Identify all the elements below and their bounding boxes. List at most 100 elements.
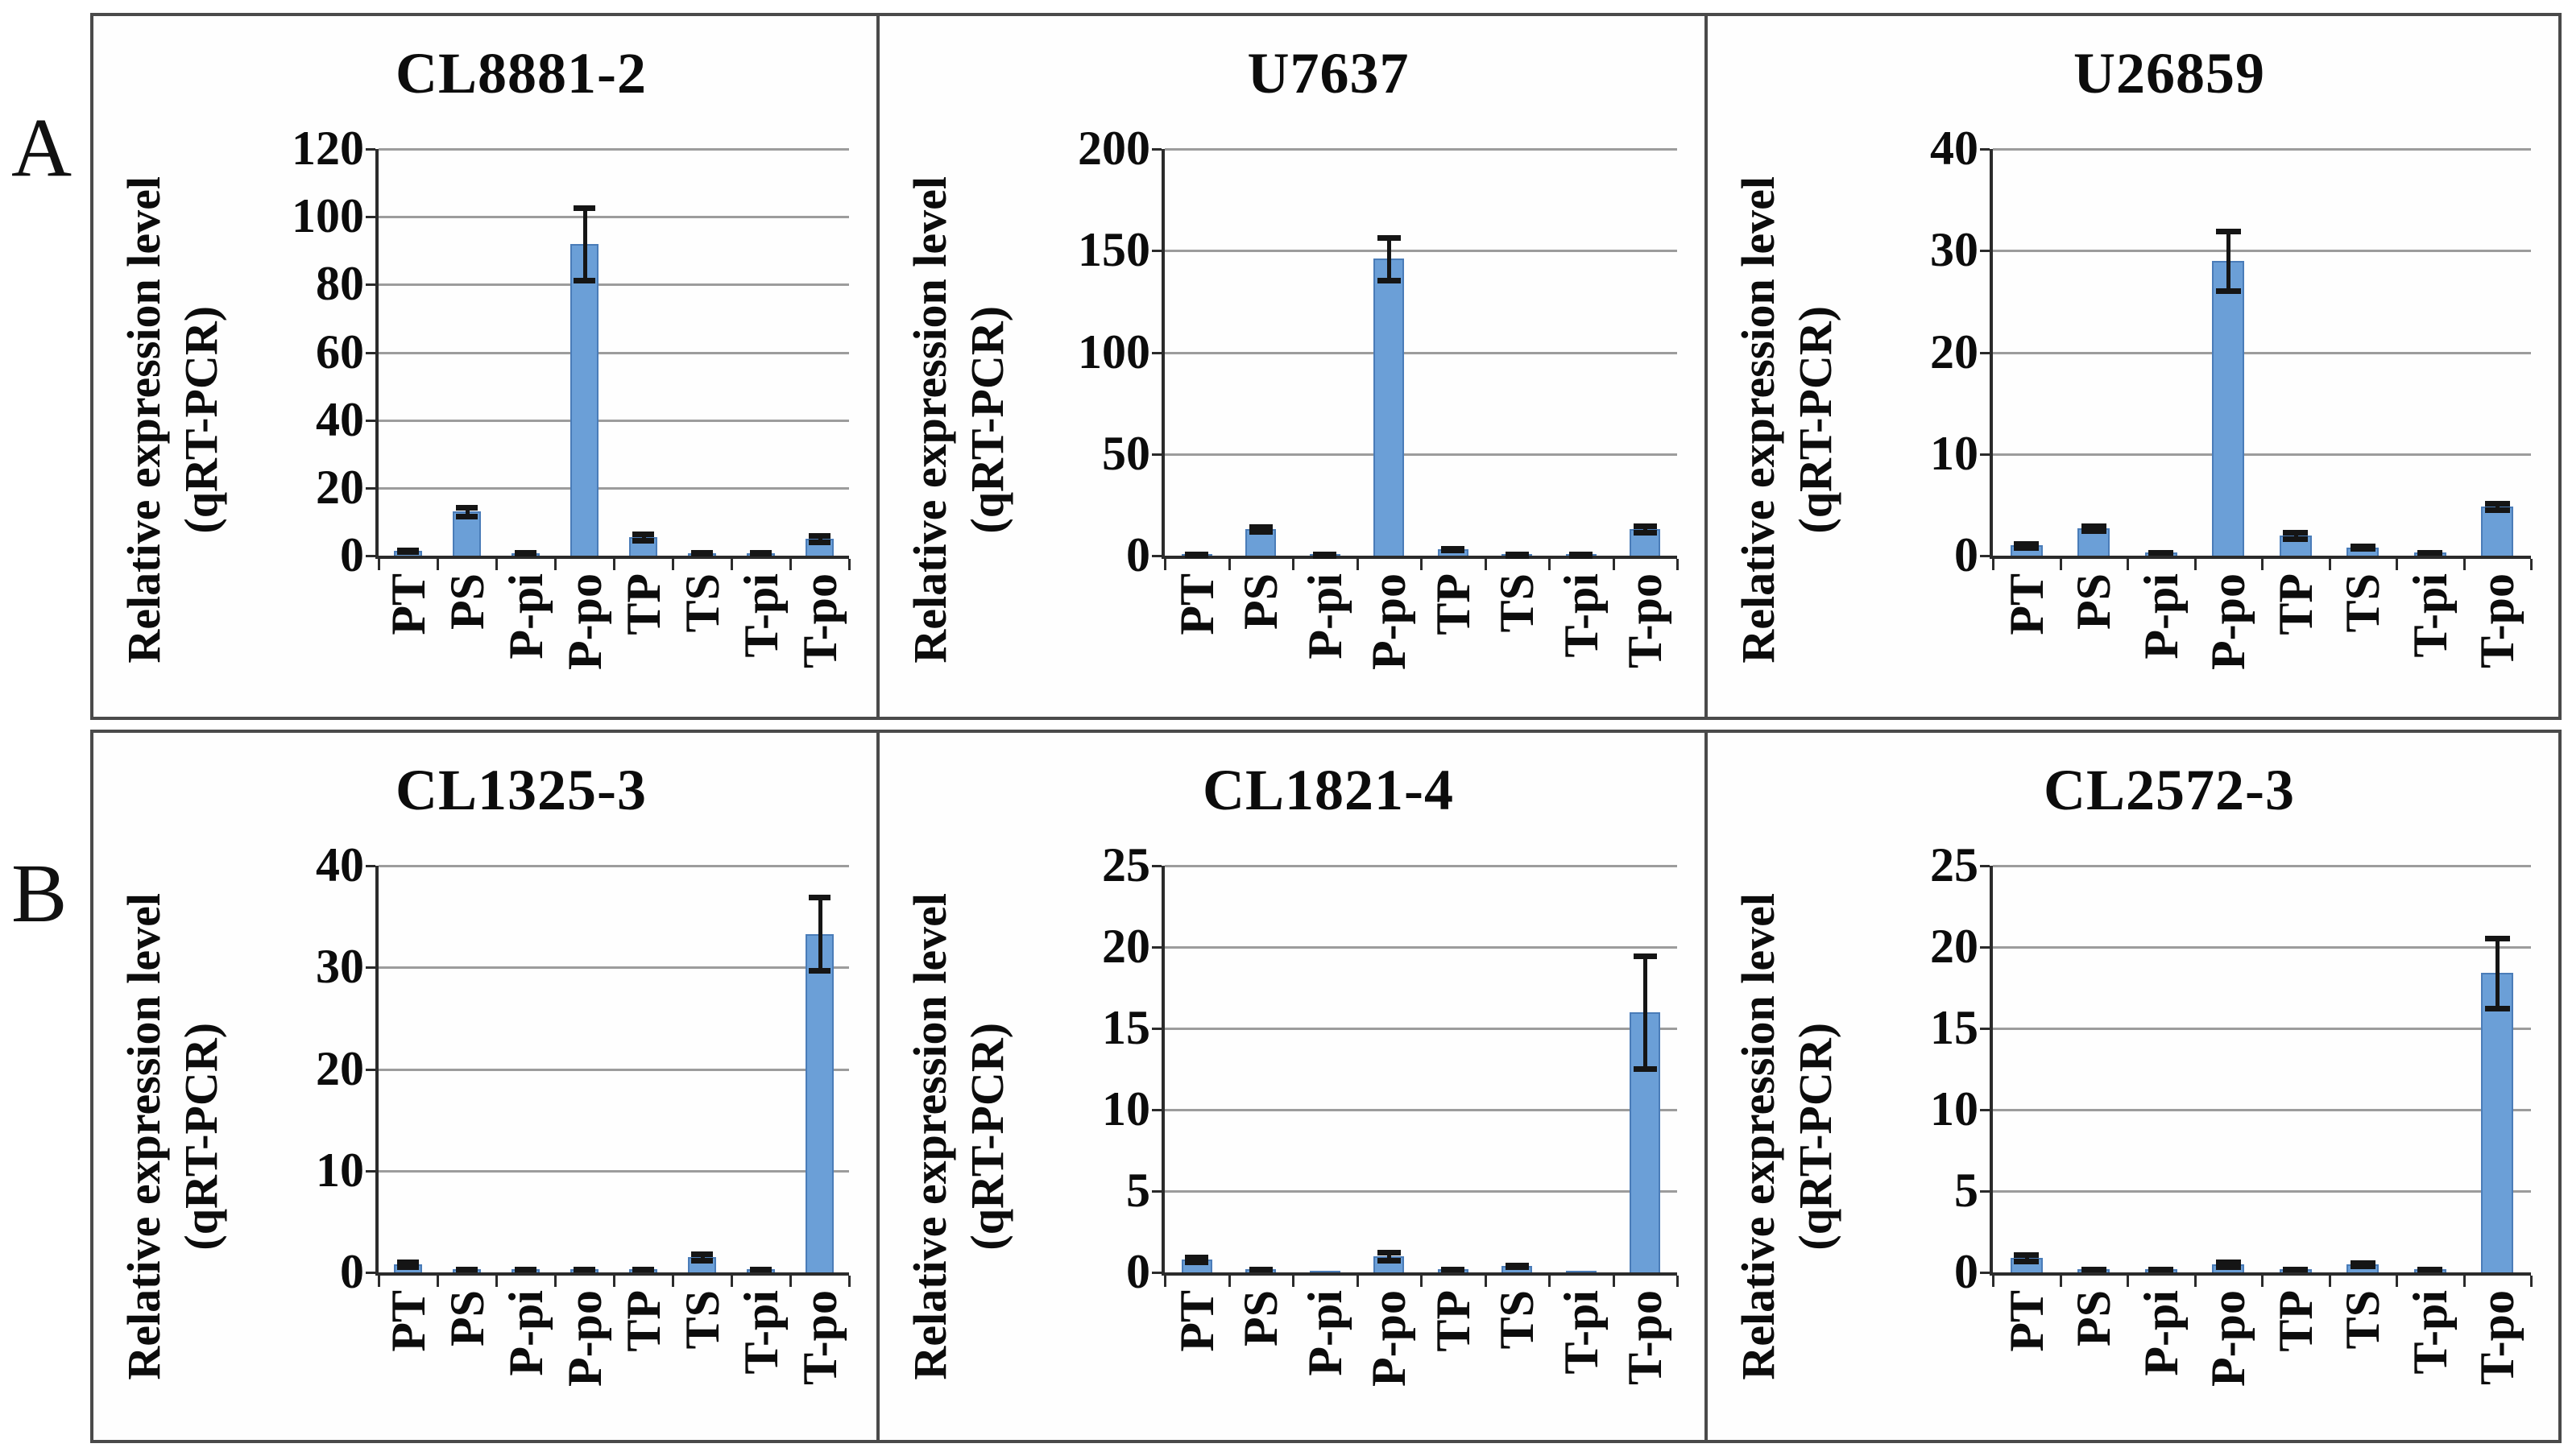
x-tick-mark	[2396, 559, 2398, 570]
error-bar-cap-bottom	[809, 540, 830, 545]
error-bar-cap-top	[574, 205, 595, 211]
y-axis-title-line1: Relative expression level	[904, 176, 957, 664]
x-tick-label: PT	[1170, 573, 1224, 635]
gridline	[1165, 351, 1677, 354]
x-tick-label: TS	[1490, 1290, 1544, 1350]
error-bar-cap-top	[1377, 1249, 1401, 1255]
x-tick-mark	[1356, 559, 1359, 570]
gridline	[379, 419, 849, 422]
error-bar-cap-bottom	[1249, 1266, 1273, 1272]
gridline	[1993, 1190, 2531, 1193]
error-bar	[818, 896, 822, 972]
y-tick-mark	[366, 419, 375, 422]
x-tick-mark	[2059, 1276, 2062, 1287]
error-bar-cap-bottom	[632, 537, 654, 544]
error-bar	[2496, 937, 2500, 1009]
x-tick-mark	[672, 1276, 674, 1287]
y-tick-mark	[366, 865, 375, 867]
y-tick-mark	[1980, 946, 1990, 949]
error-bar-cap-bottom	[691, 550, 713, 556]
x-tick-label: T-pi	[734, 1290, 788, 1375]
y-axis-title-text: Relative expression level (qRT-PCR)	[116, 176, 230, 664]
error-bar-cap-bottom	[2350, 1263, 2375, 1269]
gridline	[1993, 148, 2531, 151]
error-bar-cap-bottom	[1569, 552, 1593, 558]
chart-cl1821-4: CL1821-4 Relative expression level (qRT-PC…	[876, 733, 1704, 1440]
error-bar	[1643, 525, 1648, 534]
y-tick-mark	[1152, 453, 1162, 456]
x-tick-mark	[2127, 1276, 2129, 1287]
y-axis-title-line2: (qRT-PCR)	[961, 1022, 1013, 1251]
x-tick-mark	[2462, 1276, 2466, 1287]
gridline	[1165, 148, 1677, 151]
gridline	[379, 486, 849, 490]
chart-cl2572-3: CL2572-3 Relative expression level (qRT-PC…	[1704, 733, 2558, 1440]
gridline	[379, 1068, 849, 1071]
x-tick-label: PS	[440, 573, 494, 631]
y-tick-label: 25	[1930, 838, 1978, 891]
y-axis-title-line2: (qRT-PCR)	[1789, 1022, 1841, 1251]
x-tick-label: P-pi	[499, 1290, 553, 1376]
gridline	[379, 148, 849, 151]
x-tick-mark	[1164, 1276, 1166, 1287]
y-tick-mark	[1152, 946, 1162, 949]
x-tick-mark	[554, 1276, 557, 1287]
bar	[570, 243, 599, 556]
x-tick-label: PT	[1999, 1290, 2053, 1352]
x-tick-label: P-po	[1362, 573, 1416, 670]
x-tick-mark	[2127, 559, 2129, 570]
y-axis-title-line1: Relative expression level	[1732, 176, 1785, 664]
y-axis-title: Relative expression level (qRT-PCR)	[1708, 866, 1867, 1407]
error-bar-cap-bottom	[2148, 550, 2174, 556]
y-tick-label: 40	[316, 838, 364, 891]
error-bar-cap-bottom	[456, 1267, 478, 1273]
chart-area: Relative expression level (qRT-PCR) 0 5 10 15…	[1708, 841, 2558, 1407]
x-tick-mark	[1676, 559, 1679, 570]
y-tick-mark	[366, 283, 375, 287]
chart-area: Relative expression level (qRT-PCR) 0 20 40 6…	[93, 124, 876, 690]
x-tick-mark	[2530, 559, 2533, 570]
y-tick-label: 5	[1126, 1163, 1150, 1217]
error-bar-cap-top	[632, 531, 654, 537]
gridline	[1165, 1190, 1677, 1193]
x-tick-label: P-pi	[2134, 1290, 2188, 1376]
error-bar-cap-bottom	[397, 548, 419, 555]
error-bar-cap-top	[2014, 1251, 2040, 1258]
x-tick-label: PT	[381, 1290, 435, 1352]
y-tick-mark	[1980, 148, 1990, 151]
y-tick-mark	[366, 1169, 375, 1173]
error-bar-cap-top	[2215, 229, 2241, 234]
chart-title: CL1821-4	[1203, 758, 1454, 822]
y-axis-title-line1: Relative expression level	[118, 176, 171, 664]
x-tick-label: TS	[675, 573, 729, 633]
x-tick-label: P-pi	[1298, 573, 1352, 660]
y-tick-mark	[1152, 555, 1162, 557]
gridline	[379, 966, 849, 970]
error-bar-cap-bottom	[1505, 1264, 1529, 1270]
error-bar-cap-bottom	[1377, 1257, 1401, 1264]
x-tick-mark	[2193, 559, 2197, 570]
error-bar-cap-bottom	[397, 1264, 419, 1270]
gridline	[1993, 453, 2531, 456]
x-tick-label: TS	[675, 1290, 729, 1350]
y-tick-mark	[1980, 1109, 1990, 1111]
y-axis-title-text: Relative expression level (qRT-PCR)	[902, 893, 1017, 1380]
bar	[805, 933, 834, 1272]
chart-u26859: U26859 Relative expression level (qRT-PCR)…	[1704, 16, 2558, 717]
error-bar-cap-bottom	[1633, 530, 1657, 536]
x-tick-label: TP	[1426, 573, 1480, 635]
error-bar-cap-bottom	[1505, 552, 1529, 558]
error-bar	[700, 1253, 705, 1262]
y-tick-mark	[366, 216, 375, 219]
plot-area: PT PS P-pi P-po TP TS T-pi T-po	[1152, 148, 1679, 670]
y-tick-mark	[1152, 1109, 1162, 1111]
chart-u7637: U7637 Relative expression level (qRT-PCR) 0…	[876, 16, 1704, 717]
y-tick-mark	[1980, 1028, 1990, 1030]
x-tick-mark	[1420, 559, 1423, 570]
y-axis-title-text: Relative expression level (qRT-PCR)	[1730, 893, 1845, 1380]
error-bar-cap-bottom	[809, 968, 830, 974]
panel-a-box: CL8881-2 Relative expression level (qRT-PC…	[90, 13, 2562, 720]
error-bar-cap-top	[2081, 523, 2106, 530]
x-tick-label: T-po	[2471, 573, 2525, 668]
error-bar-cap-bottom	[1185, 551, 1209, 557]
